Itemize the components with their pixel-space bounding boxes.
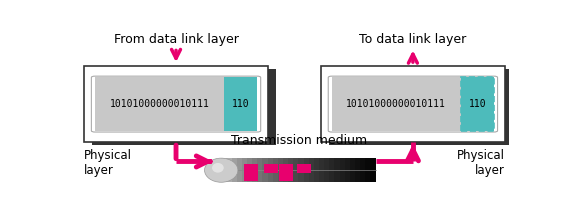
Bar (355, 158, 361, 182)
Bar (221, 182, 392, 191)
Bar (231, 158, 237, 182)
Text: 10101000000010111: 10101000000010111 (109, 99, 209, 109)
Bar (242, 158, 247, 182)
Bar (244, 164, 258, 173)
Bar (92, 69, 276, 145)
FancyBboxPatch shape (91, 76, 261, 132)
Bar (221, 158, 227, 182)
Bar (268, 158, 273, 182)
Bar (297, 164, 311, 173)
Bar (308, 158, 314, 182)
Bar (221, 150, 392, 158)
Bar (288, 158, 294, 182)
Bar (279, 172, 293, 181)
Text: Physical
layer: Physical layer (457, 149, 505, 177)
Bar (365, 158, 371, 182)
Bar (332, 78, 461, 131)
Bar (224, 78, 257, 131)
Bar (257, 158, 263, 182)
Bar (329, 69, 513, 145)
Bar (461, 78, 494, 131)
Bar (226, 158, 232, 182)
Bar (279, 164, 293, 173)
Bar (319, 158, 324, 182)
Bar (461, 78, 494, 131)
Bar (303, 158, 309, 182)
Bar (321, 66, 505, 142)
Text: From data link layer: From data link layer (114, 33, 238, 46)
Bar (360, 158, 366, 182)
Bar (237, 158, 242, 182)
FancyBboxPatch shape (328, 76, 498, 132)
Bar (324, 158, 330, 182)
Bar (263, 158, 268, 182)
Bar (273, 158, 278, 182)
Bar (278, 158, 284, 182)
Text: To data link layer: To data link layer (359, 33, 466, 46)
Bar (314, 158, 319, 182)
Bar (298, 158, 304, 182)
Bar (329, 158, 335, 182)
Bar (350, 158, 355, 182)
Bar (247, 158, 252, 182)
Bar (252, 158, 258, 182)
Text: 10101000000010111: 10101000000010111 (346, 99, 446, 109)
Bar (244, 172, 258, 181)
Bar (340, 158, 345, 182)
Bar (335, 158, 340, 182)
Bar (95, 78, 224, 131)
Bar (345, 158, 350, 182)
Text: 110: 110 (231, 99, 250, 109)
Text: 110: 110 (469, 99, 486, 109)
Ellipse shape (204, 158, 238, 182)
Bar (371, 158, 376, 182)
Text: Transmission medium: Transmission medium (231, 133, 367, 146)
Text: Physical
layer: Physical layer (84, 149, 132, 177)
Bar (264, 164, 278, 173)
Ellipse shape (212, 163, 224, 173)
Bar (283, 158, 289, 182)
Bar (84, 66, 268, 142)
Bar (293, 158, 299, 182)
